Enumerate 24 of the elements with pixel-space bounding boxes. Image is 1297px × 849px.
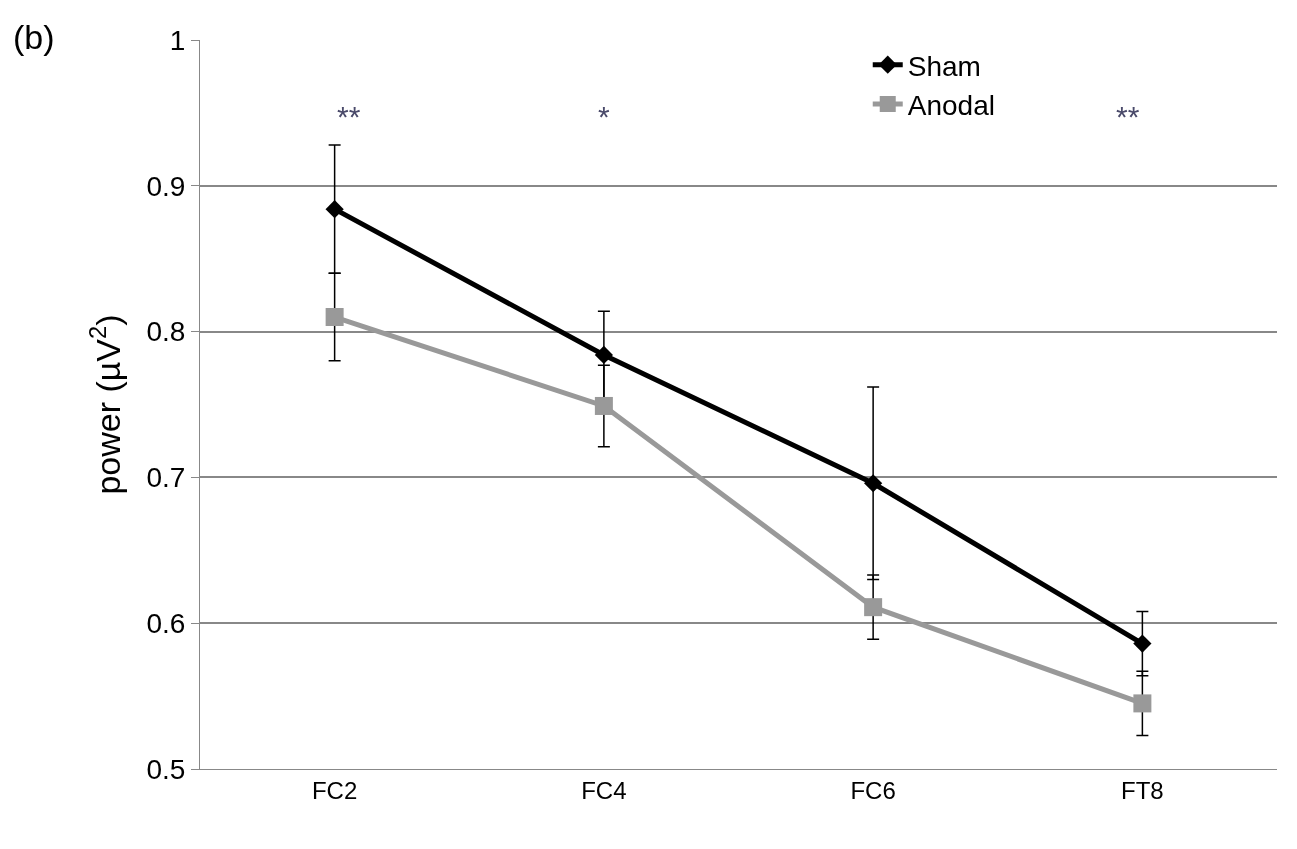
legend-label: Anodal xyxy=(907,90,995,122)
y-tick-label: 0.5 xyxy=(146,753,186,785)
point xyxy=(325,308,344,327)
point xyxy=(864,598,883,617)
point xyxy=(1133,694,1152,713)
annotation: * xyxy=(598,100,610,133)
x-tick-label: FC6 xyxy=(850,776,896,804)
x-tick-label: FT8 xyxy=(1121,776,1164,804)
annotation: ** xyxy=(337,100,361,133)
x-tick-label: FC4 xyxy=(581,776,627,804)
x-tick-label: FC2 xyxy=(311,776,358,804)
y-tick-label: 0.8 xyxy=(146,316,186,348)
point xyxy=(1133,634,1152,653)
chart-title: (b) xyxy=(12,18,55,57)
y-tick-label: 0.7 xyxy=(146,462,186,494)
point xyxy=(325,200,344,219)
y-tick-label: 0.6 xyxy=(146,608,186,639)
point xyxy=(594,396,613,415)
point xyxy=(594,345,613,365)
legend-label: Sham xyxy=(907,50,981,82)
y-tick-label: 0.9 xyxy=(146,170,186,202)
annotation: ** xyxy=(1116,100,1140,133)
point xyxy=(864,474,883,493)
y-tick-label: 1 xyxy=(169,24,186,56)
